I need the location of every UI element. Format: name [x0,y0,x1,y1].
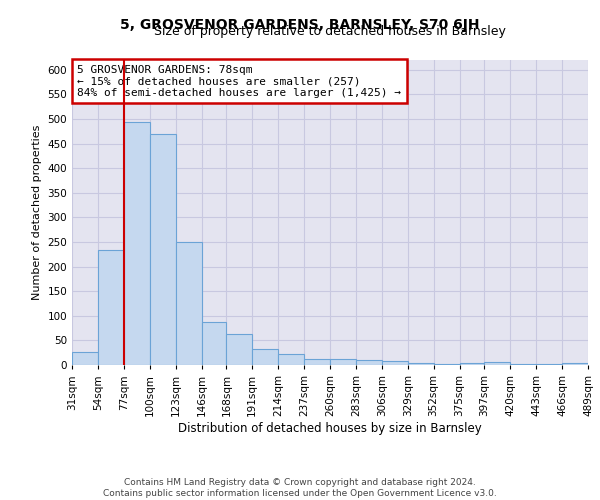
Bar [124,122,150,365]
Bar [202,322,226,365]
Bar [252,349,278,365]
Bar [382,361,408,365]
Text: 5, GROSVENOR GARDENS, BARNSLEY, S70 6JH: 5, GROSVENOR GARDENS, BARNSLEY, S70 6JH [120,18,480,32]
Text: 5 GROSVENOR GARDENS: 78sqm
← 15% of detached houses are smaller (257)
84% of sem: 5 GROSVENOR GARDENS: 78sqm ← 15% of deta… [77,64,401,98]
Bar [484,362,510,365]
Bar [562,362,588,365]
Bar [72,352,98,365]
Bar [98,250,124,365]
Bar [176,242,202,365]
Bar [304,358,330,365]
Bar [278,354,304,365]
Title: Size of property relative to detached houses in Barnsley: Size of property relative to detached ho… [154,25,506,38]
Bar [536,364,562,365]
X-axis label: Distribution of detached houses by size in Barnsley: Distribution of detached houses by size … [178,422,482,434]
Bar [226,334,252,365]
Bar [510,364,536,365]
Text: Contains HM Land Registry data © Crown copyright and database right 2024.
Contai: Contains HM Land Registry data © Crown c… [103,478,497,498]
Bar [330,359,356,365]
Bar [434,364,460,365]
Bar [356,360,382,365]
Bar [150,134,176,365]
Y-axis label: Number of detached properties: Number of detached properties [32,125,42,300]
Bar [408,362,434,365]
Bar [460,362,484,365]
